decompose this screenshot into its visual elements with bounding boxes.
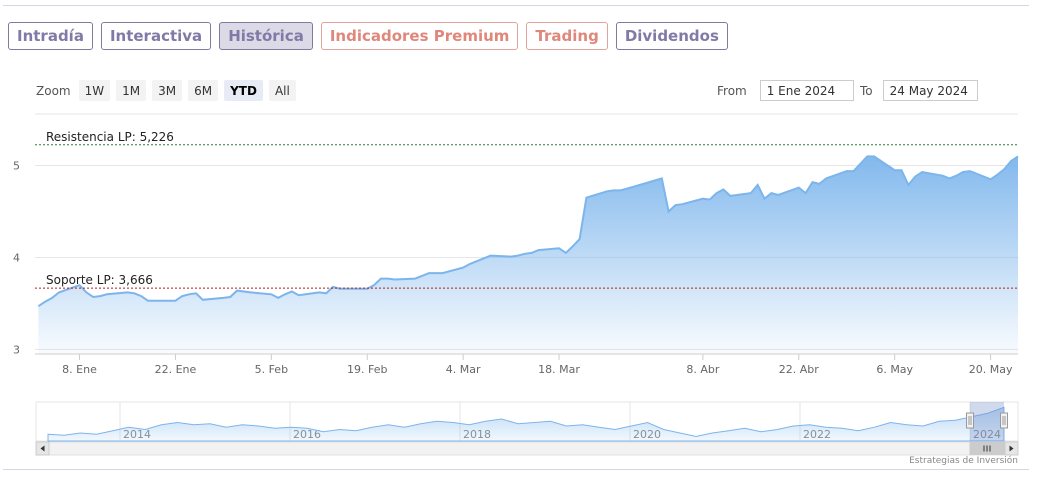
zoom-label: Zoom [36,83,71,98]
zoom-all-button[interactable]: All [268,80,296,101]
zoom-1w-button[interactable]: 1W [78,80,111,101]
chart-credit[interactable]: Estrategias de Inversión [909,456,1018,466]
tab-intradia[interactable]: Intradía [8,22,93,50]
tab-historica[interactable]: Histórica [219,22,313,50]
tab-interactiva[interactable]: Interactiva [100,22,212,50]
x-tick-label: 6. May [876,363,913,376]
zoom-ytd-button[interactable]: YTD [224,80,263,101]
range-selector: Zoom 1W 1M 3M 6M YTD All [36,80,296,101]
x-tick-label: 5. Feb [255,363,288,376]
x-tick-label: 22. Ene [155,363,197,376]
to-label: To [860,83,873,98]
tab-bar: Intradía Interactiva Histórica Indicador… [8,22,728,50]
range-to: To 24 May 2024 [860,80,978,101]
series-line [37,155,1019,308]
y-tick-label: 5 [13,160,20,173]
from-label: From [717,83,747,98]
from-date-input[interactable]: 1 Ene 2024 [759,80,854,101]
y-tick-label: 3 [13,343,20,356]
x-tick-label: 22. Abr [779,363,819,376]
scrollbar-track[interactable] [35,441,1019,456]
series-area [38,156,1018,354]
tab-indicadores-premium[interactable]: Indicadores Premium [320,22,519,50]
x-tick-label: 8. Ene [62,363,97,376]
arrow-left-icon [40,445,45,452]
x-tick-label: 20. May [969,363,1013,376]
top-divider [3,5,1029,6]
scrollbar-right-button[interactable] [1004,441,1019,456]
x-tick-label: 4. Mar [446,363,481,376]
navigator-mask-selected[interactable] [970,402,1004,441]
zoom-3m-button[interactable]: 3M [152,80,183,101]
arrow-right-icon [1009,445,1014,452]
tab-trading[interactable]: Trading [526,22,608,50]
x-tick-label: 19. Feb [347,363,387,376]
x-tick-label: 8. Abr [686,363,719,376]
reference-line-label: Soporte LP: 3,666 [46,273,153,287]
to-date-input[interactable]: 24 May 2024 [882,80,978,101]
zoom-6m-button[interactable]: 6M [188,80,219,101]
zoom-1m-button[interactable]: 1M [116,80,147,101]
navigator-handle-left[interactable] [966,412,974,429]
scrollbar-left-button[interactable] [35,441,50,456]
navigator-series [47,406,1005,442]
y-tick-label: 4 [13,251,20,264]
reference-line-label: Resistencia LP: 5,226 [46,130,174,144]
bottom-divider [3,469,1029,470]
navigator-handle-right[interactable] [1000,412,1008,429]
scrollbar-thumb[interactable] [969,442,1005,455]
x-tick-label: 18. Mar [538,363,580,376]
tab-dividendos[interactable]: Dividendos [615,22,728,50]
range-from: From 1 Ene 2024 [717,80,854,101]
